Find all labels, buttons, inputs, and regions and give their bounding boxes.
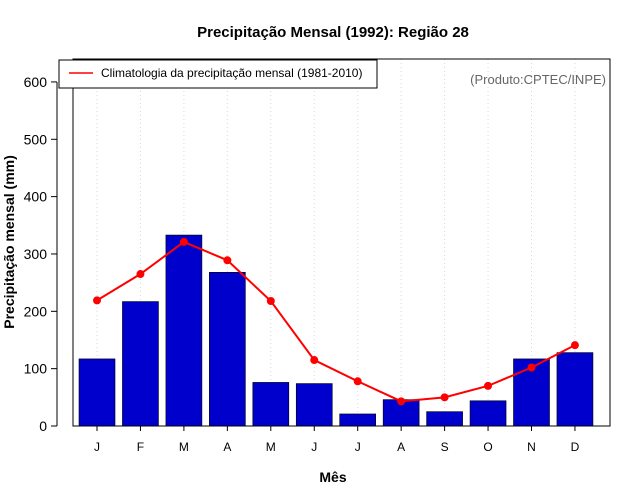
plot-frame <box>72 58 611 427</box>
x-tick-label: J <box>311 440 317 454</box>
climatology-point-6 <box>310 356 319 365</box>
y-tick-label: 500 <box>24 131 48 147</box>
legend-box <box>58 59 378 89</box>
climatology-point-9 <box>440 393 449 402</box>
y-tick-label: 300 <box>24 246 48 262</box>
x-tick-label: S <box>441 440 449 454</box>
bar-m-3 <box>165 234 203 427</box>
climatology-point-8 <box>397 397 406 406</box>
climatology-point-1 <box>93 296 101 305</box>
bar-a-4 <box>209 272 246 427</box>
credit-text: (Produto:CPTEC/INPE) <box>470 72 606 87</box>
climatology-point-4 <box>223 256 232 265</box>
bar-o-10 <box>469 400 507 427</box>
bar-j-6 <box>295 383 333 427</box>
bar-s-9 <box>426 411 463 427</box>
climatology-point-3 <box>179 237 188 246</box>
bar-f-2 <box>122 301 159 427</box>
x-tick-label: N <box>527 440 536 454</box>
climatology-point-7 <box>353 377 362 386</box>
climatology-point-11 <box>527 363 536 372</box>
bar-d-12 <box>556 352 594 427</box>
climatology-point-5 <box>266 296 275 305</box>
climatology-point-12 <box>570 341 579 350</box>
x-tick-label: M <box>179 440 189 454</box>
x-axis-label: Mês <box>319 469 346 485</box>
y-tick-label: 400 <box>24 189 48 205</box>
y-axis: 0 100 200 300 400 500 600 <box>24 74 58 434</box>
x-tick-label: M <box>266 440 276 454</box>
bar-m-5 <box>252 382 290 427</box>
bar-j-1 <box>78 358 116 427</box>
x-tick-label: J <box>94 440 100 454</box>
x-tick-label: O <box>483 440 492 454</box>
chart-title: Precipitação Mensal (1992): Região 28 <box>197 24 469 41</box>
x-tick-label: D <box>571 440 580 454</box>
climatology-point-10 <box>484 381 493 390</box>
climatology-polyline <box>96 240 576 403</box>
y-tick-label: 200 <box>24 303 48 319</box>
y-axis-label: Precipitação mensal (mm) <box>1 155 17 329</box>
y-tick-label: 0 <box>39 418 47 434</box>
climatology-point-2 <box>136 270 145 279</box>
x-tick-label: J <box>355 440 361 454</box>
y-tick-label: 100 <box>24 361 48 377</box>
x-tick-label: A <box>223 440 231 454</box>
x-tick-label: F <box>137 440 144 454</box>
climatology-line <box>93 237 579 406</box>
legend-label: Climatologia da precipitação mensal (198… <box>101 66 362 80</box>
bars <box>78 234 594 427</box>
legend: Climatologia da precipitação mensal (198… <box>58 59 378 89</box>
y-tick-label: 600 <box>24 74 48 90</box>
bar-j-7 <box>339 413 377 427</box>
x-tick-label: A <box>397 440 405 454</box>
